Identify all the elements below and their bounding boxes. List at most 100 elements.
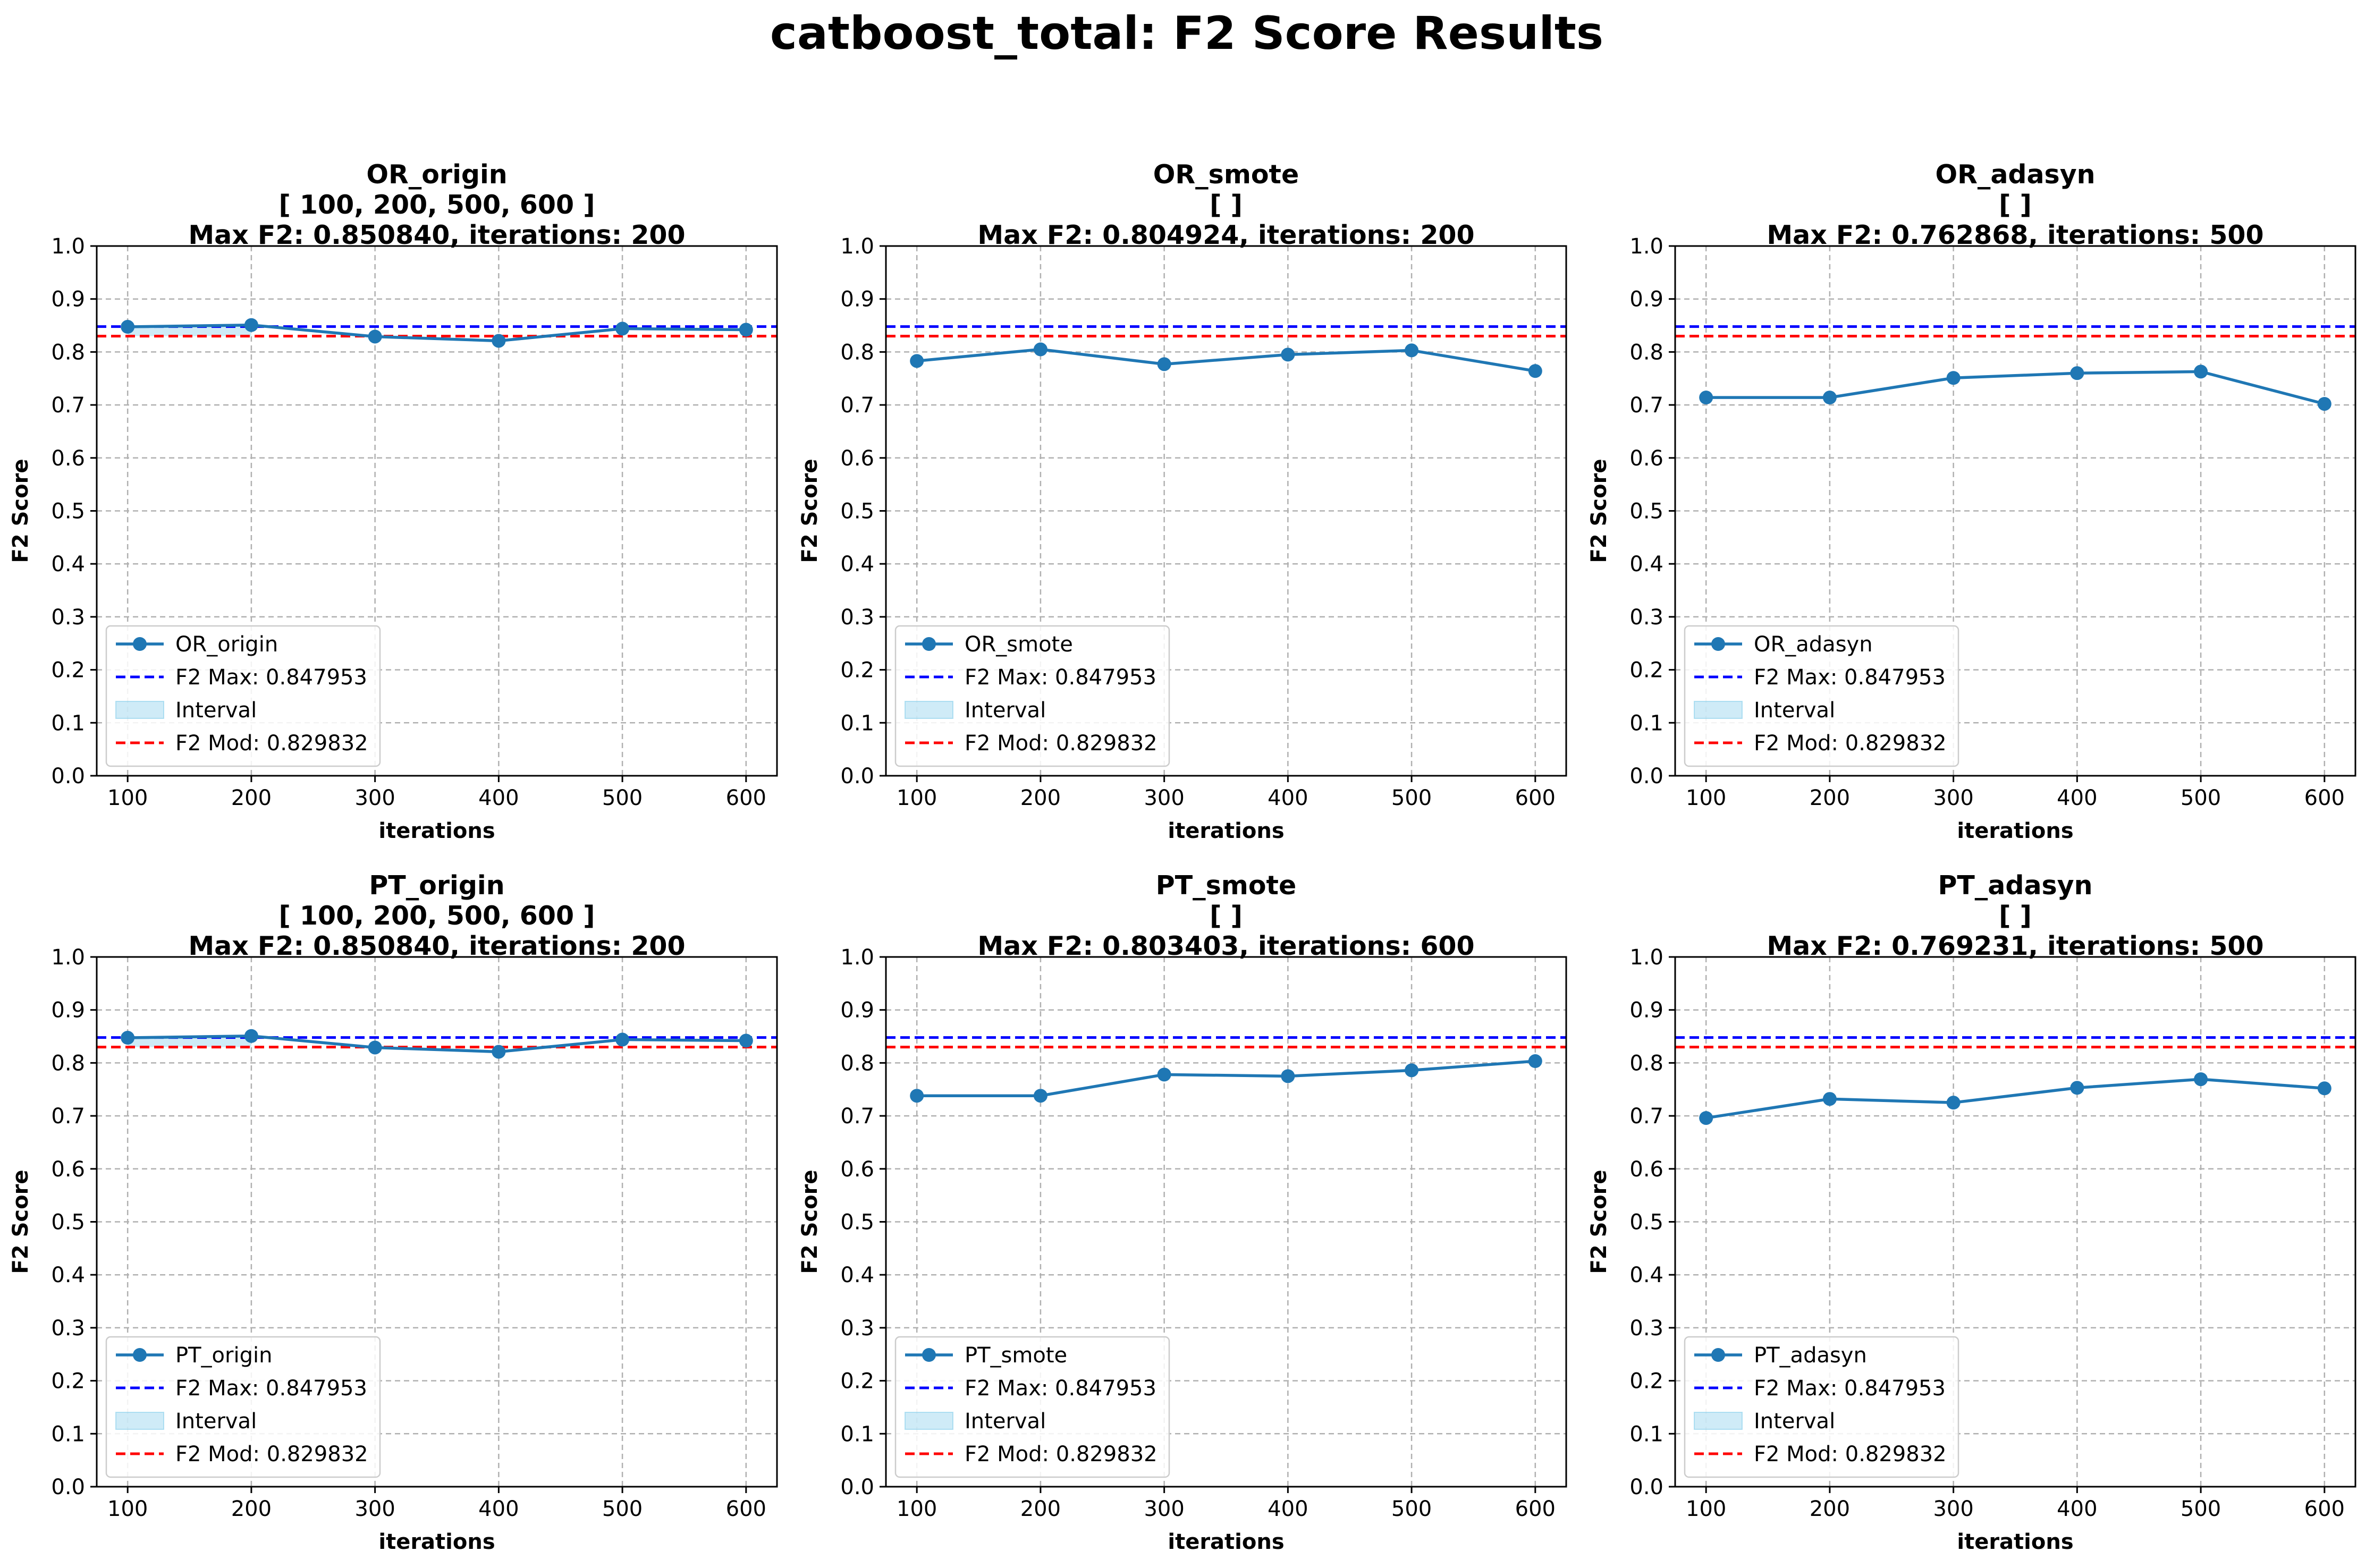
y-tick-label: 0.8 [51, 340, 85, 365]
series-line [128, 324, 746, 343]
y-tick-label: 0.1 [51, 711, 85, 735]
y-tick-label: 0.5 [1629, 1210, 1663, 1235]
x-tick-label: 300 [354, 786, 395, 810]
legend: OR_origin F2 Max: 0.847953 Interval F2 Mod:… [105, 625, 381, 767]
y-axis-label: F2 Score [9, 459, 33, 563]
y-tick-label: 0.7 [51, 1104, 85, 1129]
y-tick-label: 0.1 [1629, 711, 1663, 735]
y-tick-label: 0.1 [51, 1422, 85, 1446]
data-point [1033, 1089, 1047, 1103]
y-tick-label: 0.2 [1629, 1369, 1663, 1394]
legend-label: Interval [1754, 1409, 1835, 1434]
y-tick-label: 0.9 [1629, 998, 1663, 1023]
legend-label: Interval [175, 698, 257, 723]
legend-box [105, 1336, 381, 1478]
legend: PT_origin F2 Max: 0.847953 Interval F2 Mod:… [105, 1336, 381, 1478]
x-tick-label: 100 [107, 1497, 148, 1521]
data-point [368, 329, 382, 344]
x-tick-label: 600 [2304, 786, 2345, 810]
legend-label: F2 Mod: 0.829832 [965, 731, 1158, 756]
y-tick-label: 0.9 [1629, 287, 1663, 312]
y-tick-label: 0.3 [51, 605, 85, 630]
y-tick-label: 0.7 [1629, 1104, 1663, 1129]
legend-label: F2 Max: 0.847953 [175, 665, 367, 690]
legend-label: F2 Mod: 0.829832 [1754, 1442, 1947, 1467]
y-tick-label: 0.6 [840, 446, 874, 471]
panel-6: 100 200 300 400 500 600 0.0 0.1 0.2 0.3 0.4 0.5 0.6 0… [1587, 870, 2356, 1554]
panel-title-line: Max F2: 0.769231, iterations: 500 [1767, 931, 2263, 961]
series-line [1705, 1078, 2325, 1120]
x-tick-label: 300 [354, 1497, 395, 1521]
x-axis-label: iterations [1168, 1530, 1284, 1554]
y-tick-label: 0.4 [840, 1263, 874, 1287]
panel-title-line: Max F2: 0.762868, iterations: 500 [1767, 220, 2263, 250]
panels: 100 200 300 400 500 600 0.0 0.1 0.2 0.3 0.4 0.5 0.6 0… [9, 159, 2356, 1554]
data-point [1405, 1063, 1419, 1078]
y-tick-label: 1.0 [51, 945, 85, 970]
x-tick-label: 400 [1268, 786, 1308, 810]
x-tick-label: 400 [2057, 1497, 2097, 1521]
y-tick-label: 0.0 [1629, 764, 1663, 789]
y-tick-label: 0.5 [840, 1210, 874, 1235]
data-point [492, 1045, 506, 1059]
x-tick-label: 600 [1515, 1497, 1556, 1521]
data-point [121, 1031, 135, 1045]
legend-label: OR_origin [175, 632, 278, 657]
data-point [1157, 1067, 1171, 1082]
data-point [910, 1089, 924, 1103]
y-tick-label: 0.0 [840, 764, 874, 789]
y-tick-label: 0.2 [51, 1369, 85, 1394]
y-axis-label: F2 Score [1587, 1170, 1611, 1274]
y-tick-label: 0.3 [1629, 1316, 1663, 1341]
y-tick-label: 0.9 [51, 998, 85, 1023]
panel-title-line: Max F2: 0.850840, iterations: 200 [188, 931, 685, 961]
y-tick-label: 0.5 [1629, 499, 1663, 524]
y-tick-label: 1.0 [840, 234, 874, 259]
data-point [244, 318, 258, 332]
y-tick-label: 1.0 [840, 945, 874, 970]
y-tick-label: 0.9 [840, 998, 874, 1023]
y-tick-label: 0.0 [51, 764, 85, 789]
legend-interval-handle [1694, 1412, 1743, 1430]
data-point [1822, 391, 1837, 405]
legend-series-marker [133, 637, 147, 651]
legend-label: OR_adasyn [1754, 632, 1873, 657]
data-point [2194, 365, 2208, 379]
y-tick-label: 0.2 [840, 1369, 874, 1394]
x-axis-label: iterations [378, 1530, 495, 1554]
x-tick-label: 100 [897, 1497, 937, 1521]
x-tick-label: 200 [1810, 786, 1850, 810]
panel-4: 100 200 300 400 500 600 0.0 0.1 0.2 0.3 0.4 0.5 0.6 0… [9, 870, 778, 1554]
legend-series-marker [133, 1348, 147, 1362]
panel-title-line: PT_adasyn [1938, 870, 2092, 901]
panel-title: PT_adasyn[ ] Max F2: 0.769231, iterations… [1767, 870, 2263, 961]
y-tick-label: 0.7 [840, 393, 874, 418]
x-tick-label: 500 [1391, 786, 1432, 810]
y-tick-label: 0.1 [840, 1422, 874, 1446]
legend-label: PT_adasyn [1754, 1343, 1867, 1368]
y-tick-label: 0.7 [51, 393, 85, 418]
x-tick-label: 600 [726, 786, 766, 810]
x-tick-label: 600 [726, 1497, 766, 1521]
data-point [1528, 364, 1542, 378]
data-point [1699, 1111, 1713, 1125]
panel-1: 100 200 300 400 500 600 0.0 0.1 0.2 0.3 0.4 0.5 0.6 0… [9, 159, 778, 843]
y-tick-label: 0.7 [840, 1104, 874, 1129]
data-point [1157, 357, 1171, 371]
data-point [121, 320, 135, 334]
y-tick-label: 0.0 [1629, 1475, 1663, 1499]
x-tick-label: 400 [478, 1497, 519, 1521]
y-tick-label: 0.1 [840, 711, 874, 735]
panel-title-line: [ ] [1210, 190, 1243, 220]
y-tick-label: 0.4 [51, 1263, 85, 1287]
y-tick-label: 0.8 [1629, 340, 1663, 365]
x-tick-label: 600 [1515, 786, 1556, 810]
y-tick-label: 1.0 [1629, 234, 1663, 259]
x-tick-label: 600 [2304, 1497, 2345, 1521]
y-tick-label: 0.3 [840, 1316, 874, 1341]
data-point [2070, 1081, 2084, 1095]
x-tick-label: 300 [1144, 1497, 1184, 1521]
x-tick-label: 400 [2057, 786, 2097, 810]
legend-interval-handle [1694, 701, 1743, 719]
legend-box [105, 625, 381, 767]
